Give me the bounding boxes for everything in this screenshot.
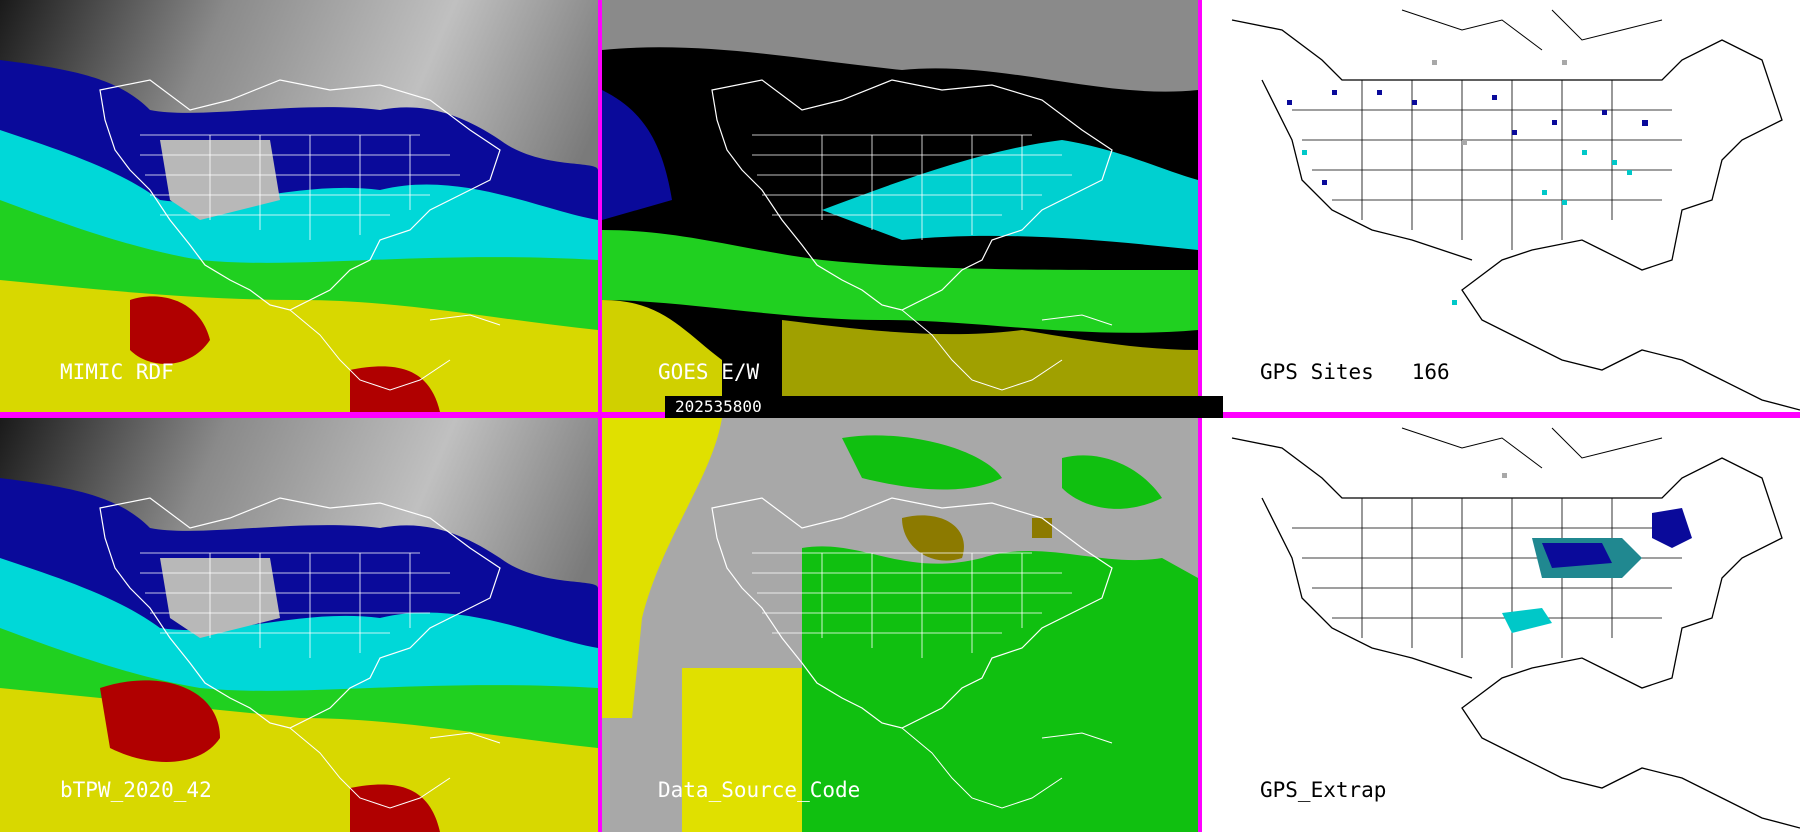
btpw-map [0, 418, 598, 832]
gps-extrap-label: GPS_Extrap [1260, 778, 1387, 802]
btpw-label: bTPW_2020_42 [60, 778, 212, 802]
data-source-code-label: Data_Source_Code [658, 778, 861, 802]
data-source-code-map [602, 418, 1198, 832]
gps-sites-label: GPS Sites 166 [1260, 360, 1450, 384]
mimic-rdf-label: MIMIC RDF [60, 360, 174, 384]
panel-gps-extrap: GPS_Extrap [1202, 418, 1800, 832]
gps-extrap-map [1202, 418, 1800, 832]
mimic-rdf-map [0, 0, 598, 412]
panel-goes-ew: GOES E/W [602, 0, 1198, 412]
panel-btpw: bTPW_2020_42 [0, 418, 598, 832]
panel-mimic-rdf: MIMIC RDF [0, 0, 598, 412]
panel-data-source-code: Data_Source_Code [602, 418, 1198, 832]
gps-sites-map [1202, 0, 1800, 412]
timestamp-bar: 202535800 [665, 396, 1223, 418]
gps-sites-count: 166 [1411, 360, 1450, 384]
goes-ew-map [602, 0, 1198, 412]
goes-ew-label: GOES E/W [658, 360, 760, 384]
gps-sites-title: GPS Sites [1260, 360, 1374, 384]
panel-gps-sites: GPS Sites 166 [1202, 0, 1800, 412]
